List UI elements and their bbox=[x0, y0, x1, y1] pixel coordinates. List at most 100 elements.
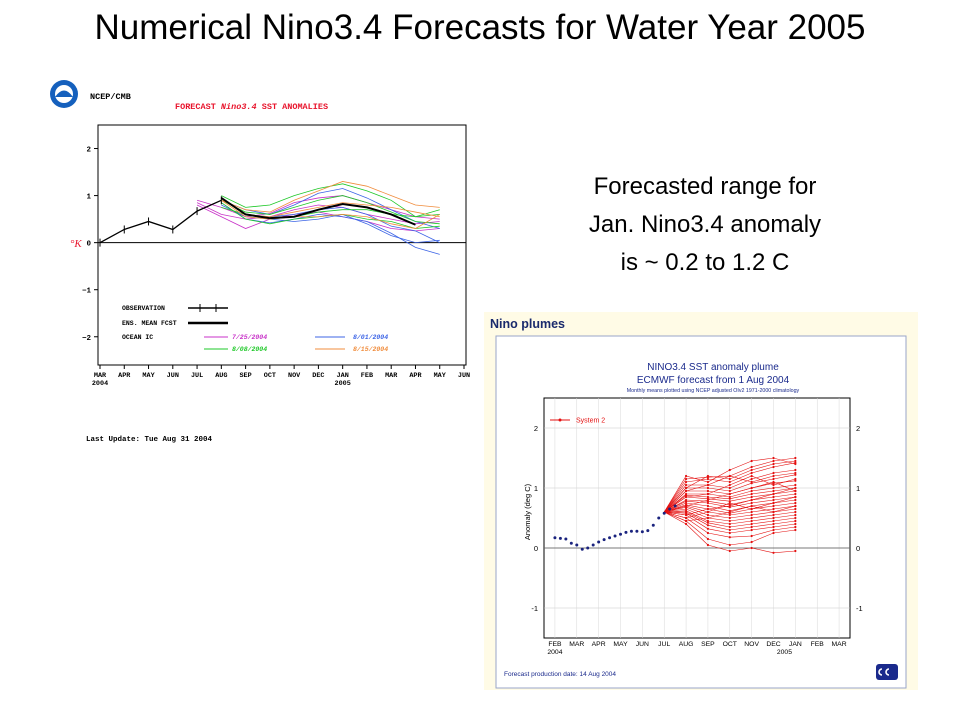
ecmwf-plume-point bbox=[750, 546, 753, 550]
ecmwf-plume-point bbox=[728, 536, 731, 539]
ecmwf-observed-point bbox=[569, 541, 573, 545]
ecmwf-plume-point bbox=[684, 474, 688, 478]
ecmwf-plume-point bbox=[772, 522, 775, 526]
annotation-line: Jan. Nino3.4 anomaly bbox=[588, 211, 822, 238]
ecmwf-plume-members bbox=[663, 456, 797, 554]
ecmwf-plume-point bbox=[772, 480, 775, 484]
ncep-y-tick-label: 0 bbox=[86, 241, 91, 249]
ecmwf-plume-point bbox=[772, 471, 775, 475]
ecmwf-observed-point bbox=[635, 529, 639, 533]
ecmwf-plume-point bbox=[706, 486, 710, 490]
ncep-x-tick-label: MAR bbox=[94, 372, 107, 380]
ncep-x-tick-label: SEP bbox=[239, 372, 251, 380]
ecmwf-plume-point bbox=[794, 495, 797, 499]
ecmwf-y-tick-label: 0 bbox=[534, 544, 538, 553]
ecmwf-plume-point bbox=[684, 519, 688, 523]
legend-ic-label: 8/08/2004 bbox=[232, 346, 267, 353]
ecmwf-x-tick-label: SEP bbox=[701, 641, 715, 648]
ecmwf-plume-point bbox=[794, 510, 797, 514]
ncep-forecast-members bbox=[196, 181, 440, 255]
ecmwf-x-tick-label: DEC bbox=[766, 641, 780, 648]
ecmwf-plume-point bbox=[684, 495, 688, 499]
ecmwf-observed-point bbox=[657, 516, 661, 520]
ncep-year-label: 2004 bbox=[92, 380, 108, 388]
ecmwf-plume-point bbox=[750, 513, 753, 517]
ecmwf-plume-point bbox=[750, 519, 753, 523]
ncep-y-tick-label: −2 bbox=[82, 335, 92, 343]
ecmwf-plume-point bbox=[728, 495, 731, 499]
ecmwf-plume-point bbox=[750, 477, 753, 481]
ecmwf-plume-point bbox=[706, 521, 710, 524]
ecmwf-y-tick-label-right: -1 bbox=[856, 604, 863, 613]
ecmwf-observed-point bbox=[602, 538, 606, 542]
ecmwf-plume-point bbox=[794, 513, 797, 517]
ecmwf-plume-point bbox=[706, 483, 710, 487]
ecmwf-x-tick-label: MAR bbox=[569, 641, 584, 648]
ecmwf-observed-point bbox=[646, 529, 650, 533]
ecmwf-chart: Nino plumes NINO3.4 SST anomaly plume EC… bbox=[484, 312, 918, 690]
ecmwf-plume-point bbox=[772, 483, 775, 487]
ecmwf-plume-point bbox=[684, 486, 688, 490]
ecmwf-plume-point bbox=[728, 483, 731, 487]
ecmwf-observed-point bbox=[586, 546, 590, 550]
ecmwf-plume-point bbox=[750, 498, 753, 502]
ncep-x-axis: MAR APR MAY JUN JUL AUG SEP OCT NOV DEC JAN FEB MAR A… bbox=[92, 365, 470, 388]
legend-ic-label: 8/15/2004 bbox=[353, 346, 388, 353]
ecmwf-plume-point bbox=[772, 525, 775, 529]
ecmwf-x-tick-label: AUG bbox=[679, 641, 694, 648]
ncep-x-tick-label: DEC bbox=[312, 372, 324, 380]
ecmwf-plume-point bbox=[706, 516, 710, 520]
ncep-chart: NCEP/CMB FORECAST Nino3.4 SST ANOMALIES … bbox=[50, 80, 470, 444]
ecmwf-plume-point bbox=[772, 477, 775, 481]
legend-ic-label: 7/25/2004 bbox=[232, 334, 267, 341]
ecmwf-plume-point bbox=[772, 486, 775, 490]
ncep-x-tick-label: JUN bbox=[458, 372, 470, 380]
ecmwf-plume-point bbox=[706, 498, 710, 502]
ecmwf-plume-point bbox=[794, 456, 797, 460]
ecmwf-observed-point bbox=[580, 547, 584, 551]
ecmwf-y-tick-label: 2 bbox=[534, 424, 538, 433]
ecmwf-plume-point bbox=[772, 510, 775, 514]
ncep-y-axis: −2 −1 0 1 2 bbox=[82, 147, 98, 343]
ecmwf-plume-point bbox=[750, 540, 753, 544]
ecmwf-y-tick-label-right: 0 bbox=[856, 544, 860, 553]
ecmwf-plume-point bbox=[684, 512, 688, 515]
ecmwf-legend: System 2 bbox=[550, 418, 605, 425]
ecmwf-plume-point bbox=[750, 516, 753, 520]
ecmwf-plume-point bbox=[728, 480, 731, 484]
ncep-plot-frame bbox=[97, 124, 467, 366]
ncep-observation-line bbox=[99, 199, 222, 244]
legend-ens-mean-label: ENS. MEAN FCST bbox=[122, 320, 177, 327]
ncep-x-tick-label: MAY bbox=[434, 372, 447, 380]
ecmwf-plume-point bbox=[794, 549, 797, 553]
ecmwf-y-tick-label-right: 1 bbox=[856, 484, 860, 493]
ecmwf-observed-point bbox=[608, 536, 612, 540]
ecmwf-plume-point bbox=[684, 522, 688, 526]
ecmwf-x-tick-label: MAR bbox=[832, 641, 847, 648]
ncep-x-tick-label: OCT bbox=[264, 372, 276, 380]
ecmwf-plume-point bbox=[728, 492, 731, 496]
ncep-observation bbox=[99, 196, 222, 247]
ecmwf-observed-point bbox=[597, 540, 601, 544]
ecmwf-plume-point bbox=[794, 507, 797, 511]
ncep-legend: OBSERVATION ENS. MEAN FCST OCEAN IC 7/25… bbox=[122, 304, 388, 353]
ecmwf-plume-point bbox=[728, 516, 731, 520]
ecmwf-plume-point bbox=[684, 513, 688, 517]
ecmwf-plume-point bbox=[772, 495, 775, 499]
ecmwf-y-tick-label: -1 bbox=[531, 604, 538, 613]
ecmwf-plume-point bbox=[794, 498, 797, 502]
ncep-x-tick-label: APR bbox=[409, 372, 422, 380]
ecmwf-plume-point bbox=[728, 519, 731, 523]
ecmwf-plume-point bbox=[750, 489, 753, 493]
ecmwf-plume-point bbox=[794, 473, 797, 476]
ecmwf-plume-point bbox=[750, 504, 753, 508]
ecmwf-plume-point bbox=[728, 543, 731, 547]
ncep-y-tick-label: −1 bbox=[82, 288, 92, 296]
ecmwf-plume-panel: Nino plumes NINO3.4 SST anomaly plume EC… bbox=[484, 312, 918, 690]
ecmwf-plume-point bbox=[706, 477, 710, 481]
nino-plumes-header: Nino plumes bbox=[490, 317, 565, 331]
ecmwf-x-tick-label: JAN bbox=[789, 641, 802, 648]
ecmwf-plume-point bbox=[750, 495, 753, 499]
ecmwf-plume-point bbox=[706, 513, 710, 517]
slide-title: Numerical Nino3.4 Forecasts for Water Ye… bbox=[94, 8, 866, 47]
